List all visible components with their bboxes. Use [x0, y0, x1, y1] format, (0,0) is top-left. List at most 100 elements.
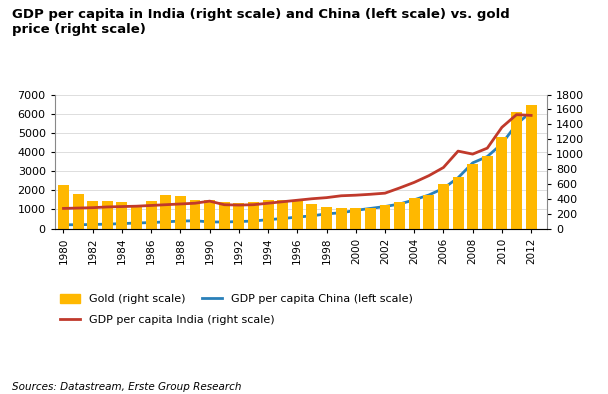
GDP per capita India (right scale)	[469, 152, 476, 156]
Bar	[161, 195, 171, 229]
GDP per capita China (left scale)	[148, 220, 155, 225]
GDP per capita China (left scale)	[192, 218, 199, 223]
GDP per capita China (left scale)	[104, 222, 111, 227]
GDP per capita India (right scale)	[162, 203, 170, 207]
GDP per capita China (left scale)	[60, 223, 67, 227]
Bar	[423, 195, 434, 229]
Bar	[131, 205, 142, 229]
Bar	[58, 185, 69, 229]
GDP per capita India (right scale)	[425, 173, 432, 178]
Legend: GDP per capita India (right scale): GDP per capita India (right scale)	[60, 314, 275, 325]
GDP per capita India (right scale)	[513, 112, 520, 117]
Bar	[365, 208, 376, 229]
GDP per capita China (left scale)	[74, 222, 81, 227]
GDP per capita China (left scale)	[367, 206, 374, 211]
GDP per capita China (left scale)	[454, 175, 461, 180]
GDP per capita China (left scale)	[133, 221, 140, 225]
GDP per capita India (right scale)	[454, 149, 461, 154]
Bar	[452, 177, 463, 229]
Bar	[467, 164, 478, 229]
GDP per capita India (right scale)	[74, 206, 81, 210]
Bar	[496, 138, 508, 229]
GDP per capita India (right scale)	[235, 203, 243, 207]
GDP per capita India (right scale)	[498, 125, 505, 130]
Bar	[321, 207, 332, 229]
GDP per capita India (right scale)	[119, 204, 126, 209]
GDP per capita China (left scale)	[323, 212, 330, 216]
Bar	[248, 202, 259, 229]
Bar	[219, 202, 230, 229]
Text: GDP per capita in India (right scale) and China (left scale) vs. gold
price (rig: GDP per capita in India (right scale) an…	[12, 8, 510, 36]
GDP per capita China (left scale)	[498, 141, 505, 146]
GDP per capita China (left scale)	[250, 219, 257, 223]
GDP per capita India (right scale)	[250, 203, 257, 207]
Text: Sources: Datastream, Erste Group Research: Sources: Datastream, Erste Group Researc…	[12, 382, 241, 392]
Bar	[409, 198, 420, 229]
GDP per capita China (left scale)	[396, 202, 403, 206]
GDP per capita China (left scale)	[177, 219, 184, 223]
Bar	[277, 200, 288, 229]
GDP per capita India (right scale)	[148, 203, 155, 208]
GDP per capita China (left scale)	[264, 217, 272, 222]
Bar	[190, 200, 201, 229]
GDP per capita India (right scale)	[279, 199, 286, 204]
Bar	[204, 200, 215, 229]
GDP per capita India (right scale)	[337, 193, 345, 198]
GDP per capita India (right scale)	[177, 202, 184, 206]
GDP per capita China (left scale)	[294, 215, 301, 219]
GDP per capita China (left scale)	[279, 216, 286, 221]
GDP per capita India (right scale)	[104, 204, 111, 209]
Bar	[350, 208, 361, 229]
GDP per capita India (right scale)	[410, 180, 418, 185]
Bar	[379, 205, 390, 229]
Bar	[292, 200, 303, 229]
Bar	[233, 203, 244, 229]
GDP per capita China (left scale)	[425, 193, 432, 197]
GDP per capita China (left scale)	[308, 214, 316, 218]
Bar	[117, 202, 128, 229]
Bar	[146, 201, 157, 229]
Bar	[263, 200, 274, 229]
GDP per capita India (right scale)	[133, 204, 140, 208]
GDP per capita India (right scale)	[381, 191, 389, 195]
Bar	[336, 208, 347, 229]
Bar	[72, 194, 83, 229]
GDP per capita India (right scale)	[294, 198, 301, 203]
Line: GDP per capita China (left scale): GDP per capita China (left scale)	[63, 112, 531, 225]
GDP per capita India (right scale)	[308, 196, 316, 201]
GDP per capita India (right scale)	[440, 165, 447, 170]
GDP per capita China (left scale)	[352, 208, 359, 213]
GDP per capita China (left scale)	[410, 197, 418, 202]
Bar	[175, 196, 186, 229]
Bar	[306, 204, 317, 229]
Bar	[511, 112, 522, 229]
Bar	[87, 201, 98, 229]
GDP per capita India (right scale)	[483, 146, 491, 151]
GDP per capita China (left scale)	[89, 222, 96, 227]
GDP per capita India (right scale)	[60, 206, 67, 211]
GDP per capita China (left scale)	[513, 122, 520, 126]
Line: GDP per capita India (right scale): GDP per capita India (right scale)	[63, 115, 531, 208]
GDP per capita China (left scale)	[483, 154, 491, 159]
Bar	[438, 184, 449, 229]
GDP per capita China (left scale)	[381, 204, 389, 209]
GDP per capita China (left scale)	[221, 219, 228, 224]
Bar	[102, 201, 113, 229]
GDP per capita India (right scale)	[221, 203, 228, 207]
GDP per capita China (left scale)	[528, 110, 535, 114]
GDP per capita China (left scale)	[469, 160, 476, 165]
GDP per capita India (right scale)	[264, 201, 272, 206]
GDP per capita China (left scale)	[162, 219, 170, 224]
GDP per capita China (left scale)	[337, 210, 345, 215]
GDP per capita China (left scale)	[206, 219, 213, 224]
GDP per capita China (left scale)	[235, 219, 243, 224]
GDP per capita China (left scale)	[119, 221, 126, 226]
GDP per capita India (right scale)	[367, 192, 374, 197]
GDP per capita India (right scale)	[89, 205, 96, 210]
Bar	[526, 105, 537, 229]
GDP per capita India (right scale)	[206, 199, 213, 203]
GDP per capita India (right scale)	[323, 195, 330, 200]
Bar	[482, 156, 492, 229]
GDP per capita India (right scale)	[396, 186, 403, 190]
Bar	[394, 201, 405, 229]
